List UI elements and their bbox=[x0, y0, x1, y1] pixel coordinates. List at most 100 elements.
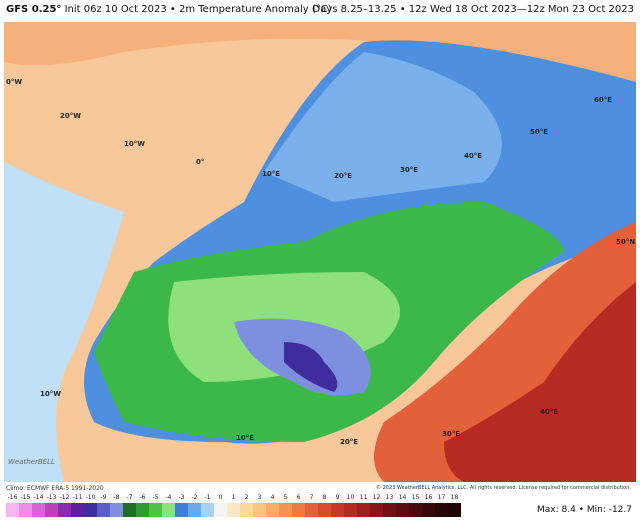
colorbar-swatch bbox=[45, 503, 58, 517]
colorbar-label: -7 bbox=[126, 494, 133, 501]
colorbar-swatch bbox=[357, 503, 370, 517]
colorbar-cell: 8 bbox=[318, 494, 331, 517]
colorbar-cell: -8 bbox=[110, 494, 123, 517]
colorbar-cell: 14 bbox=[396, 494, 409, 517]
colorbar-cell: 7 bbox=[305, 494, 318, 517]
colorbar-label: -11 bbox=[72, 494, 83, 501]
colorbar-label: 15 bbox=[411, 494, 420, 501]
colorbar-cell: -6 bbox=[136, 494, 149, 517]
colorbar-swatch bbox=[201, 503, 214, 517]
ocean-cool bbox=[4, 162, 124, 482]
colorbar-swatch bbox=[32, 503, 45, 517]
colorbar-cell: 12 bbox=[370, 494, 383, 517]
colorbar-cell: 10 bbox=[344, 494, 357, 517]
colorbar-label: 7 bbox=[309, 494, 314, 501]
map-label: 50°E bbox=[530, 128, 548, 136]
colorbar-label: -12 bbox=[59, 494, 70, 501]
warm-core bbox=[444, 282, 636, 482]
colorbar-cell: -4 bbox=[162, 494, 175, 517]
map-label: 40°E bbox=[540, 408, 558, 416]
colorbar-swatch bbox=[422, 503, 435, 517]
colorbar-swatch bbox=[292, 503, 305, 517]
map-label: 50°N bbox=[616, 238, 635, 246]
colorbar-label: -10 bbox=[85, 494, 96, 501]
valid-time: Days 8.25–13.25 • 12z Wed 18 Oct 2023—12… bbox=[312, 4, 634, 15]
colorbar-swatch bbox=[58, 503, 71, 517]
map-label: 30°E bbox=[400, 166, 418, 174]
colorbar-cell: 1 bbox=[227, 494, 240, 517]
colorbar-swatch bbox=[227, 503, 240, 517]
map-label: 10°W bbox=[40, 390, 61, 398]
colorbar-swatch bbox=[318, 503, 331, 517]
colorbar-swatch bbox=[84, 503, 97, 517]
colorbar-label: -6 bbox=[139, 494, 146, 501]
colorbar-label: 3 bbox=[257, 494, 262, 501]
colorbar-label: 17 bbox=[437, 494, 446, 501]
colorbar-cell: 11 bbox=[357, 494, 370, 517]
colorbar-label: 18 bbox=[450, 494, 459, 501]
colorbar-cell: 2 bbox=[240, 494, 253, 517]
colorbar-cell: 15 bbox=[409, 494, 422, 517]
map-label: 30°E bbox=[442, 430, 460, 438]
colorbar-cell: -7 bbox=[123, 494, 136, 517]
colorbar-cell: -12 bbox=[58, 494, 71, 517]
colorbar-label: 14 bbox=[398, 494, 407, 501]
colorbar-swatch bbox=[19, 503, 32, 517]
colorbar-label: -1 bbox=[204, 494, 211, 501]
colorbar-swatch bbox=[149, 503, 162, 517]
colorbar-label: 1 bbox=[231, 494, 236, 501]
colorbar-cell: -1 bbox=[201, 494, 214, 517]
colorbar-label: -9 bbox=[100, 494, 107, 501]
colorbar-label: -4 bbox=[165, 494, 172, 501]
map-label: 60°E bbox=[594, 96, 612, 104]
north-anomaly bbox=[4, 22, 636, 82]
colorbar-label: -3 bbox=[178, 494, 185, 501]
map-label: 0°W bbox=[6, 78, 22, 86]
colorbar-swatch bbox=[266, 503, 279, 517]
colorbar-swatch bbox=[370, 503, 383, 517]
colorbar-cell: -16 bbox=[6, 494, 19, 517]
colorbar-label: 4 bbox=[270, 494, 275, 501]
map-label: 10°W bbox=[124, 140, 145, 148]
colorbar-swatch bbox=[435, 503, 448, 517]
colorbar-swatch bbox=[71, 503, 84, 517]
header-left: GFS 0.25° Init 06z 10 Oct 2023 • 2m Temp… bbox=[6, 4, 332, 15]
colorbar-label: -15 bbox=[20, 494, 31, 501]
colorbar-swatch bbox=[409, 503, 422, 517]
colorbar-swatch bbox=[344, 503, 357, 517]
colorbar-cell: -15 bbox=[19, 494, 32, 517]
colorbar-cell: -13 bbox=[45, 494, 58, 517]
colorbar-label: 0 bbox=[218, 494, 223, 501]
colorbar-cell: 17 bbox=[435, 494, 448, 517]
map-label: 10°E bbox=[262, 170, 280, 178]
colorbar-cell: -3 bbox=[175, 494, 188, 517]
colorbar-swatch bbox=[136, 503, 149, 517]
map-label: 0° bbox=[196, 158, 204, 166]
stats: Max: 8.4 • Min: -12.7 bbox=[537, 505, 632, 515]
map-label: 10°E bbox=[236, 434, 254, 442]
colorbar-label: 9 bbox=[335, 494, 340, 501]
colorbar-swatch bbox=[240, 503, 253, 517]
colorbar-label: -13 bbox=[46, 494, 57, 501]
colorbar-swatch bbox=[448, 503, 461, 517]
colorbar-swatch bbox=[188, 503, 201, 517]
colorbar-cell: 18 bbox=[448, 494, 461, 517]
map-label: 40°E bbox=[464, 152, 482, 160]
init: Init 06z 10 Oct 2023 • 2m Temperature An… bbox=[64, 4, 332, 15]
colorbar-cell: -10 bbox=[84, 494, 97, 517]
colorbar-swatch bbox=[279, 503, 292, 517]
colorbar-label: -5 bbox=[152, 494, 159, 501]
map-label: 20°E bbox=[340, 438, 358, 446]
colorbar-cell: 6 bbox=[292, 494, 305, 517]
map-labels: 0°W 20°W 10°W 0° 10°E 20°E 30°E 40°E 50°E 60°E 10°… bbox=[6, 78, 635, 446]
colorbar-cell: 13 bbox=[383, 494, 396, 517]
colorbar-swatch bbox=[110, 503, 123, 517]
map-label: 20°E bbox=[334, 172, 352, 180]
colorbar-cell: -5 bbox=[149, 494, 162, 517]
colorbar-swatch bbox=[162, 503, 175, 517]
colorbar-label: 5 bbox=[283, 494, 288, 501]
colorbar-label: 12 bbox=[372, 494, 381, 501]
map-label: 20°W bbox=[60, 112, 81, 120]
colorbar-label: 2 bbox=[244, 494, 249, 501]
colorbar-cell: -14 bbox=[32, 494, 45, 517]
